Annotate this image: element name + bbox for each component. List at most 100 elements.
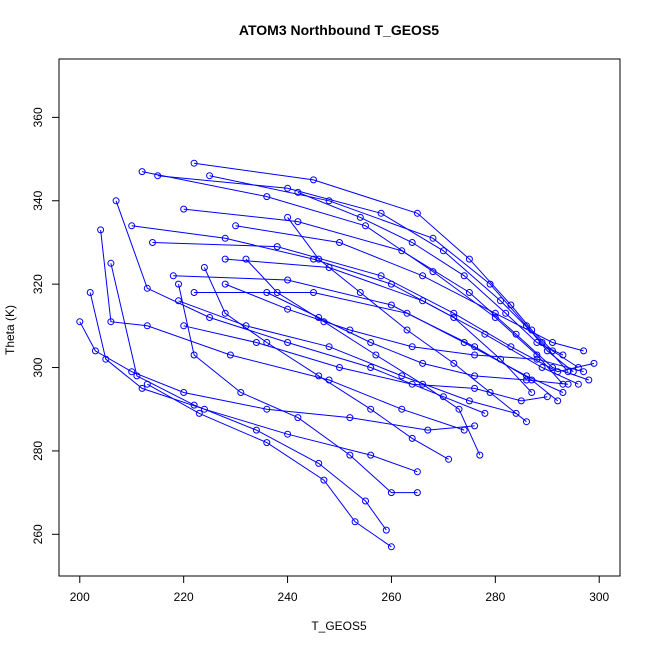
data-point bbox=[356, 213, 364, 221]
y-tick-label: 300 bbox=[31, 357, 45, 377]
data-point bbox=[465, 255, 473, 263]
series-20 bbox=[200, 264, 453, 463]
series-4 bbox=[138, 168, 567, 388]
data-point bbox=[590, 359, 598, 367]
series-12 bbox=[128, 222, 536, 396]
data-point bbox=[564, 380, 572, 388]
data-point bbox=[455, 405, 463, 413]
series-16 bbox=[86, 289, 421, 476]
y-tick-label: 340 bbox=[31, 190, 45, 210]
series-8 bbox=[190, 289, 562, 405]
data-point bbox=[460, 272, 468, 280]
data-point bbox=[143, 322, 151, 330]
series-line bbox=[266, 292, 569, 385]
data-point bbox=[273, 243, 281, 251]
series-line bbox=[297, 191, 564, 356]
data-point bbox=[387, 489, 395, 497]
data-point bbox=[408, 239, 416, 246]
data-point bbox=[310, 255, 317, 263]
data-point bbox=[387, 301, 395, 309]
data-point bbox=[486, 389, 494, 396]
data-point bbox=[497, 355, 504, 363]
data-point bbox=[465, 289, 473, 296]
data-point bbox=[143, 380, 151, 388]
data-point bbox=[424, 426, 432, 434]
data-point bbox=[398, 372, 406, 380]
series-19 bbox=[175, 280, 421, 497]
data-point bbox=[107, 259, 115, 267]
data-point bbox=[310, 289, 317, 296]
data-point bbox=[559, 351, 567, 359]
series-7 bbox=[169, 272, 567, 396]
data-point bbox=[408, 380, 416, 388]
series-line bbox=[89, 292, 418, 473]
data-point bbox=[169, 272, 177, 280]
data-point bbox=[175, 280, 182, 288]
y-axis-ticks: 260 280 300 320 340 360 bbox=[31, 107, 59, 544]
data-point bbox=[481, 409, 489, 417]
data-point bbox=[190, 351, 198, 359]
x-tick-label: 220 bbox=[174, 590, 194, 604]
data-point bbox=[190, 289, 198, 296]
data-point bbox=[413, 209, 421, 217]
data-point bbox=[180, 322, 188, 330]
data-point bbox=[481, 330, 489, 338]
data-point bbox=[97, 226, 105, 234]
data-point bbox=[310, 176, 317, 184]
data-point bbox=[413, 489, 421, 497]
data-point bbox=[543, 393, 551, 401]
data-point bbox=[336, 239, 343, 246]
data-point bbox=[528, 389, 536, 396]
y-axis-label: Theta (K) bbox=[3, 305, 17, 355]
data-point bbox=[237, 389, 245, 396]
data-point bbox=[377, 272, 385, 280]
x-tick-label: 280 bbox=[485, 590, 505, 604]
data-point bbox=[284, 305, 292, 313]
series-line bbox=[183, 325, 548, 402]
data-point bbox=[486, 280, 494, 288]
y-tick-label: 280 bbox=[31, 441, 45, 461]
data-point bbox=[372, 351, 380, 359]
data-point bbox=[554, 397, 562, 405]
data-point bbox=[325, 343, 333, 351]
data-point bbox=[398, 247, 406, 255]
series-line bbox=[152, 242, 595, 373]
data-point bbox=[512, 409, 520, 417]
data-point bbox=[377, 209, 385, 217]
data-point bbox=[263, 405, 271, 413]
series-26 bbox=[294, 188, 567, 359]
data-point bbox=[574, 380, 582, 388]
data-point bbox=[252, 339, 260, 346]
data-point bbox=[367, 405, 375, 413]
series-23 bbox=[263, 289, 572, 388]
data-point bbox=[450, 314, 458, 321]
data-point bbox=[387, 543, 395, 551]
data-point bbox=[242, 255, 250, 263]
data-point bbox=[533, 351, 541, 359]
data-point bbox=[294, 414, 302, 422]
series-17 bbox=[107, 259, 390, 534]
data-point bbox=[128, 222, 136, 230]
data-point bbox=[128, 368, 136, 376]
data-point bbox=[195, 409, 203, 417]
data-point bbox=[200, 264, 208, 271]
data-point bbox=[450, 359, 458, 367]
data-point bbox=[143, 284, 151, 292]
series-line bbox=[142, 171, 564, 385]
data-point bbox=[263, 439, 271, 447]
data-point bbox=[315, 459, 323, 467]
data-point bbox=[284, 184, 292, 192]
series-line bbox=[131, 225, 533, 393]
data-point bbox=[346, 451, 354, 459]
data-point bbox=[346, 414, 354, 422]
data-point bbox=[549, 339, 556, 346]
data-point bbox=[523, 376, 530, 384]
data-point bbox=[284, 339, 292, 346]
series-10 bbox=[232, 222, 588, 355]
series-6 bbox=[149, 239, 598, 376]
data-point bbox=[206, 314, 214, 321]
series-15 bbox=[76, 318, 479, 434]
data-point bbox=[200, 405, 208, 413]
data-point bbox=[190, 401, 198, 409]
